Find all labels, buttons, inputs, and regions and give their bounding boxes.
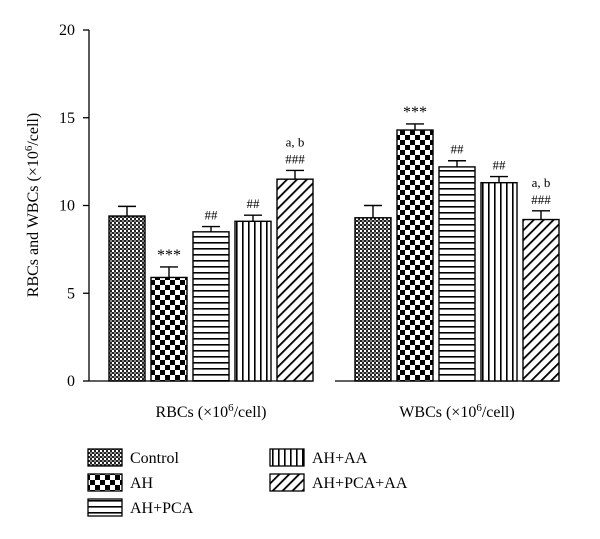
significance-label: ## — [247, 196, 261, 211]
legend-label: AH+PCA — [130, 500, 194, 517]
significance-label: ## — [451, 142, 465, 157]
y-tick-label: 0 — [67, 373, 75, 390]
y-tick-label: 20 — [59, 22, 75, 39]
legend-label: AH+PCA+AA — [312, 475, 408, 492]
bar-control-wbcs — [354, 217, 392, 382]
bar-ah-pca-rbcs — [192, 231, 230, 382]
x-axis: RBCs (×106/cell) WBCs (×106/cell) — [89, 380, 558, 421]
legend-item-ah: AH — [87, 473, 154, 492]
bar-series-group — [108, 123, 560, 382]
legend: Control AH AH+PCA AH+AA AH+PCA+AA — [87, 448, 408, 517]
significance-annotations: ******###########a, b###a, b — [157, 104, 551, 264]
bar-ah-pca-wbcs — [438, 166, 476, 382]
y-axis-title-superscript: 6 — [23, 145, 35, 151]
significance-label: *** — [157, 247, 181, 264]
y-axis-title: RBCs and WBCs (×106/cell) — [23, 113, 42, 297]
bar-ah-pca-aa-rbcs — [276, 178, 314, 382]
significance-label: ## — [493, 158, 507, 173]
legend-label: Control — [130, 450, 179, 467]
significance-label: a, b — [286, 134, 305, 149]
bar-ah-aa-rbcs — [234, 220, 272, 382]
bar-control-rbcs — [108, 215, 146, 382]
bar-ah-rbcs — [150, 276, 188, 382]
legend-item-ah-pca-aa: AH+PCA+AA — [269, 473, 408, 492]
legend-swatch — [87, 473, 123, 492]
y-axis: 0 5 10 15 20 — [59, 22, 90, 390]
significance-label: a, b — [532, 175, 551, 190]
significance-label: ### — [285, 151, 305, 166]
y-tick-label: 10 — [59, 198, 75, 215]
bar-ah-pca-aa-wbcs — [522, 218, 560, 382]
legend-label: AH+AA — [312, 450, 368, 467]
legend-swatch — [87, 498, 123, 517]
bar-ah-wbcs — [396, 129, 434, 382]
legend-item-ah-pca: AH+PCA — [87, 498, 194, 517]
significance-label: ## — [205, 208, 219, 223]
bar-ah-aa-wbcs — [480, 181, 518, 382]
y-tick-label: 15 — [59, 110, 75, 127]
legend-item-control: Control — [87, 448, 179, 467]
x-category-label: WBCs (×106/cell) — [399, 402, 514, 421]
significance-label: *** — [403, 104, 427, 121]
x-category-label: RBCs (×106/cell) — [156, 402, 267, 421]
legend-label: AH — [130, 475, 154, 492]
legend-swatch — [87, 448, 123, 467]
significance-label: ### — [531, 192, 551, 207]
legend-swatch — [269, 473, 305, 492]
y-tick-label: 5 — [67, 285, 75, 302]
legend-item-ah-aa: AH+AA — [269, 448, 368, 467]
legend-swatch — [269, 448, 305, 467]
